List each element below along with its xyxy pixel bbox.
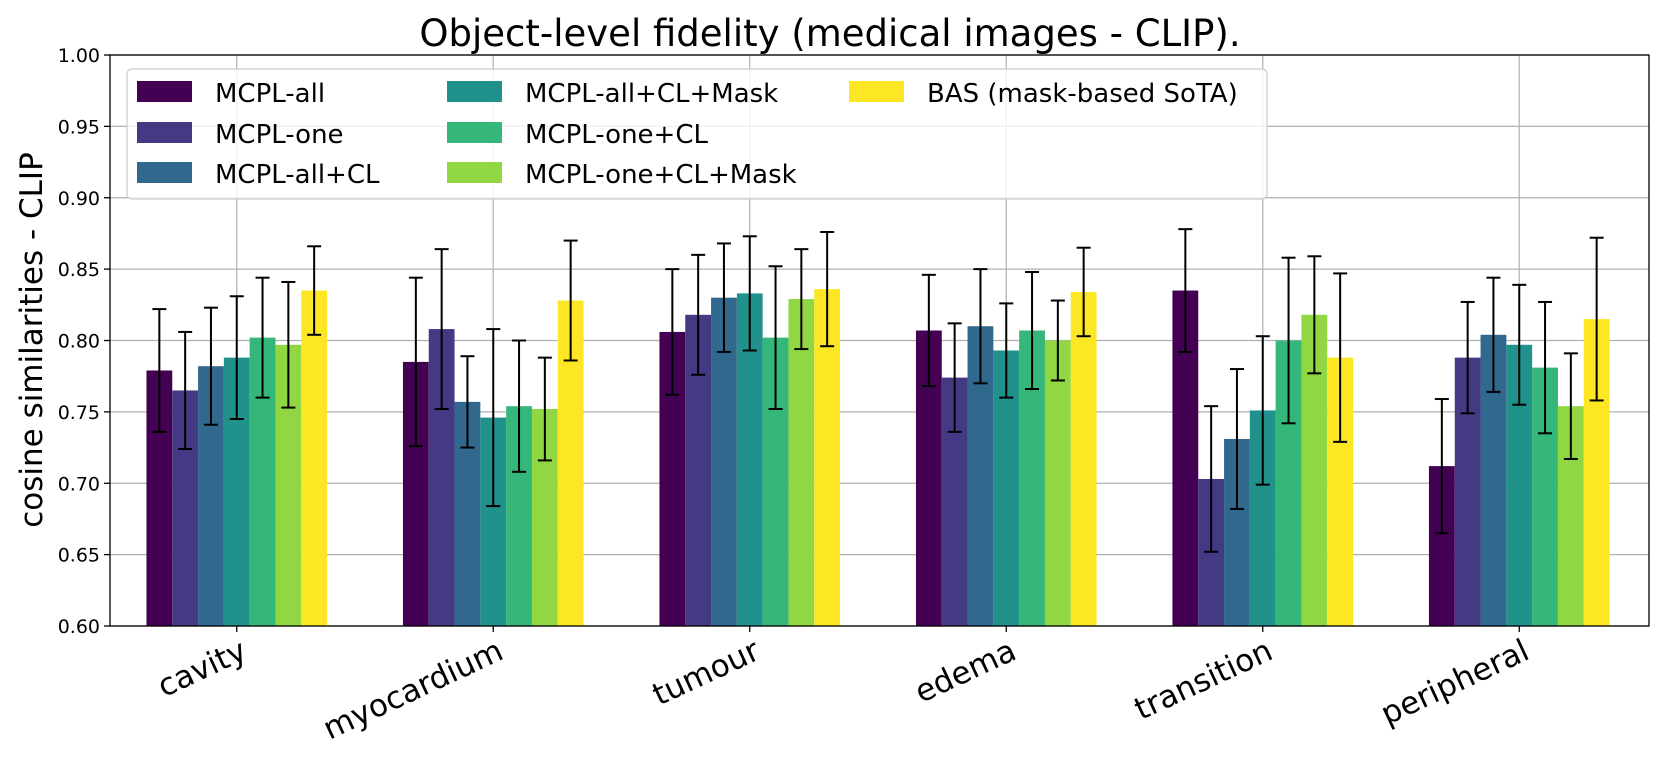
chart-title: Object-level fidelity (medical images - … [419,12,1240,55]
legend-swatch [137,162,192,183]
legend: MCPL-all MCPL-one MCPL-all+CL MCPL-all+CL+M… [126,68,1268,200]
x-tick-label: transition [1129,633,1278,728]
legend-swatch [447,162,502,183]
bar [301,290,328,626]
y-tick-label: 0.70 [58,473,100,495]
x-tick-label: peripheral [1375,633,1534,733]
legend-entry: MCPL-all+CL [215,160,380,190]
y-tick-label: 0.80 [58,331,100,353]
x-tick-label: edema [909,633,1021,711]
legend-swatch [447,81,502,102]
x-tick-label: tumour [647,633,765,714]
x-tick-label: cavity [152,633,252,705]
y-tick-label: 0.75 [58,402,100,424]
legend-entry: MCPL-all [215,79,325,109]
legend-swatch [849,81,904,102]
legend-entry: MCPL-all+CL+Mask [525,79,778,109]
y-axis-label: cosine similarities - CLIP [14,152,50,528]
error-bars-layer [152,228,1604,553]
bar [1044,340,1071,626]
legend-swatch [447,122,502,143]
legend-entry: MCPL-one [215,120,344,150]
bar [1070,291,1097,626]
y-tick-label: 0.95 [58,116,100,138]
bars-layer [146,289,1610,626]
x-tick-label: myocardium [318,633,509,748]
y-tick-label: 0.60 [58,616,100,638]
legend-entry: BAS (mask-based SoTA) [927,79,1238,109]
y-axis-ticks: 0.60 0.65 0.70 0.75 0.80 0.85 0.90 0.95 1.00 [58,45,110,638]
legend-frame [126,68,1268,200]
bar [788,299,815,626]
y-tick-label: 0.85 [58,259,100,281]
y-tick-label: 0.90 [58,188,100,210]
legend-swatch [137,122,192,143]
legend-entry: MCPL-one+CL+Mask [525,160,797,190]
legend-swatch [137,81,192,102]
y-tick-label: 0.65 [58,545,100,567]
y-tick-label: 1.00 [58,45,100,67]
legend-entry: MCPL-one+CL [525,120,708,150]
x-axis-ticks: cavity myocardium tumour edema transition per… [152,626,1535,748]
